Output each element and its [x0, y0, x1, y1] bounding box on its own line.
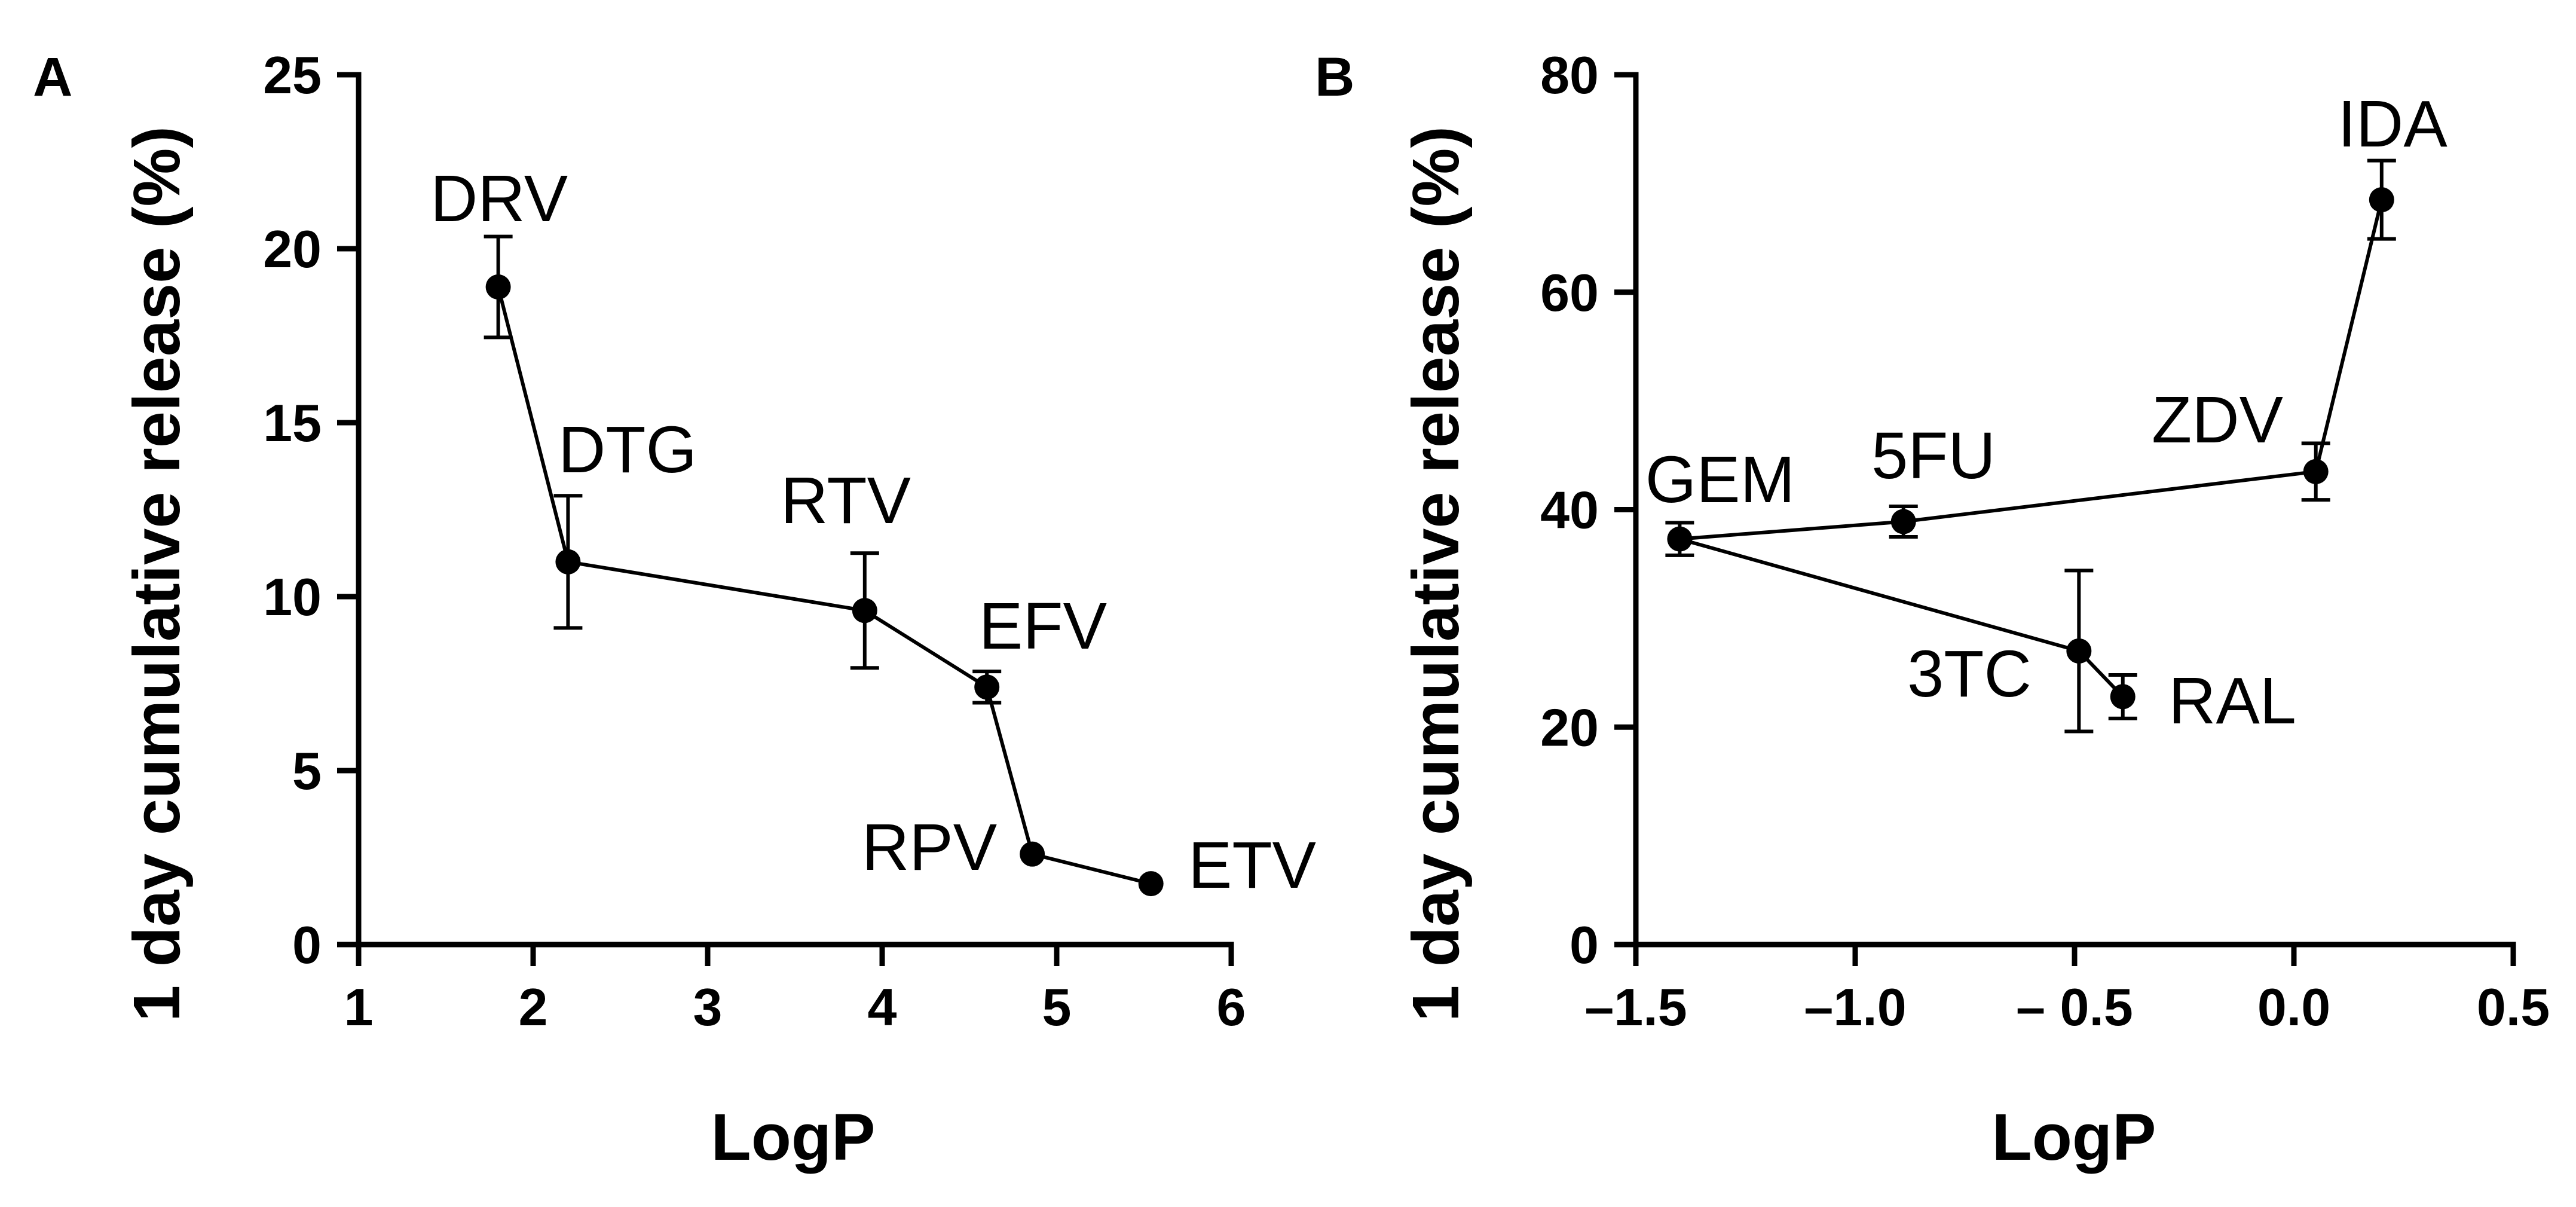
panel-b-point-label-gem: GEM [1645, 443, 1795, 517]
panel-b-point-zdv [2303, 459, 2329, 484]
panel-a-x-tick-label: 5 [1042, 977, 1072, 1037]
panel-b-point-label-ral: RAL [2168, 664, 2296, 738]
panel-b-x-tick-label: – 0.5 [2016, 977, 2133, 1037]
panel-a-x-tick-label: 1 [344, 977, 374, 1037]
panel-a-point-label-efv: EFV [979, 589, 1107, 663]
panel-a-point-label-rtv: RTV [781, 464, 911, 537]
panel-a-y-tick-label: 15 [263, 393, 322, 453]
panel-letter-a: A [33, 47, 72, 108]
panel-a-y-tick-label: 10 [263, 567, 322, 627]
panel-a-point-rtv [852, 598, 877, 624]
panel-b-point-label-3tc: 3TC [1907, 637, 2032, 711]
panel-b-y-tick-label: 20 [1540, 698, 1599, 757]
panel-a-y-axis-title: 1 day cumulative release (%) [120, 126, 194, 1022]
panel-b-y-tick-label: 40 [1540, 481, 1599, 540]
panel-a-point-label-rpv: RPV [862, 811, 997, 884]
panel-b-point-gem [1667, 526, 1693, 552]
panel-a-y-tick-label: 5 [292, 741, 322, 800]
panel-b-point-label-ida: IDA [2338, 87, 2447, 161]
panel-a-x-tick-label: 3 [693, 977, 723, 1037]
panel-b-y-tick-label: 60 [1540, 263, 1599, 322]
panel-a-x-tick-label: 2 [519, 977, 548, 1037]
panel-a-point-label-etv: ETV [1188, 829, 1316, 902]
panel-b-x-tick-label: 0.5 [2477, 977, 2550, 1037]
panel-b-point-ral [2110, 684, 2136, 710]
panel-b-series-line-1 [1679, 199, 2384, 541]
panel-b-x-tick-label: 0.0 [2257, 977, 2330, 1037]
panel-b-point-3tc [2066, 638, 2092, 664]
panel-b-y-axis-title: 1 day cumulative release (%) [1399, 126, 1473, 1022]
panel-b: B 1 day cumulative release (%) LogP 0 20 4… [1315, 45, 2550, 1174]
panel-a-series-line-1 [496, 286, 1152, 886]
panel-a-point-efv [974, 674, 1000, 700]
panel-b-y-tick-label: 80 [1540, 45, 1599, 105]
panel-a-point-rpv [1020, 841, 1045, 867]
panel-a-point-label-dtg: DTG [558, 413, 697, 487]
panel-b-point-label-5fu: 5FU [1871, 419, 1996, 493]
panel-a-x-axis-title: LogP [711, 1101, 876, 1174]
panel-a-x-tick-label: 6 [1217, 977, 1246, 1037]
panel-b-point-5fu [1890, 509, 1916, 534]
panel-a-point-etv [1138, 871, 1164, 897]
panel-b-x-tick-label: –1.0 [1804, 977, 1906, 1037]
panel-a-y-tick-label: 25 [263, 45, 322, 105]
panel-letter-b: B [1315, 47, 1354, 108]
panel-a-point-drv [485, 274, 511, 300]
panel-b-x-axis-title: LogP [1992, 1101, 2156, 1174]
panel-a: A 1 day cumulative release (%) LogP 0 5 10… [33, 45, 1316, 1174]
panel-a-point-dtg [555, 549, 581, 575]
panel-a-y-tick-label: 0 [292, 915, 322, 974]
panel-a-point-label-drv: DRV [430, 162, 568, 236]
panel-b-point-label-zdv: ZDV [2152, 383, 2283, 457]
panel-a-x-tick-label: 4 [868, 977, 897, 1037]
panel-b-y-tick-label: 0 [1570, 915, 1599, 974]
panel-b-point-ida [2369, 187, 2394, 213]
panel-a-y-tick-label: 20 [263, 219, 322, 279]
panel-b-x-tick-label: –1.5 [1584, 977, 1687, 1037]
panel-b-series-line-2 [1679, 537, 2124, 698]
